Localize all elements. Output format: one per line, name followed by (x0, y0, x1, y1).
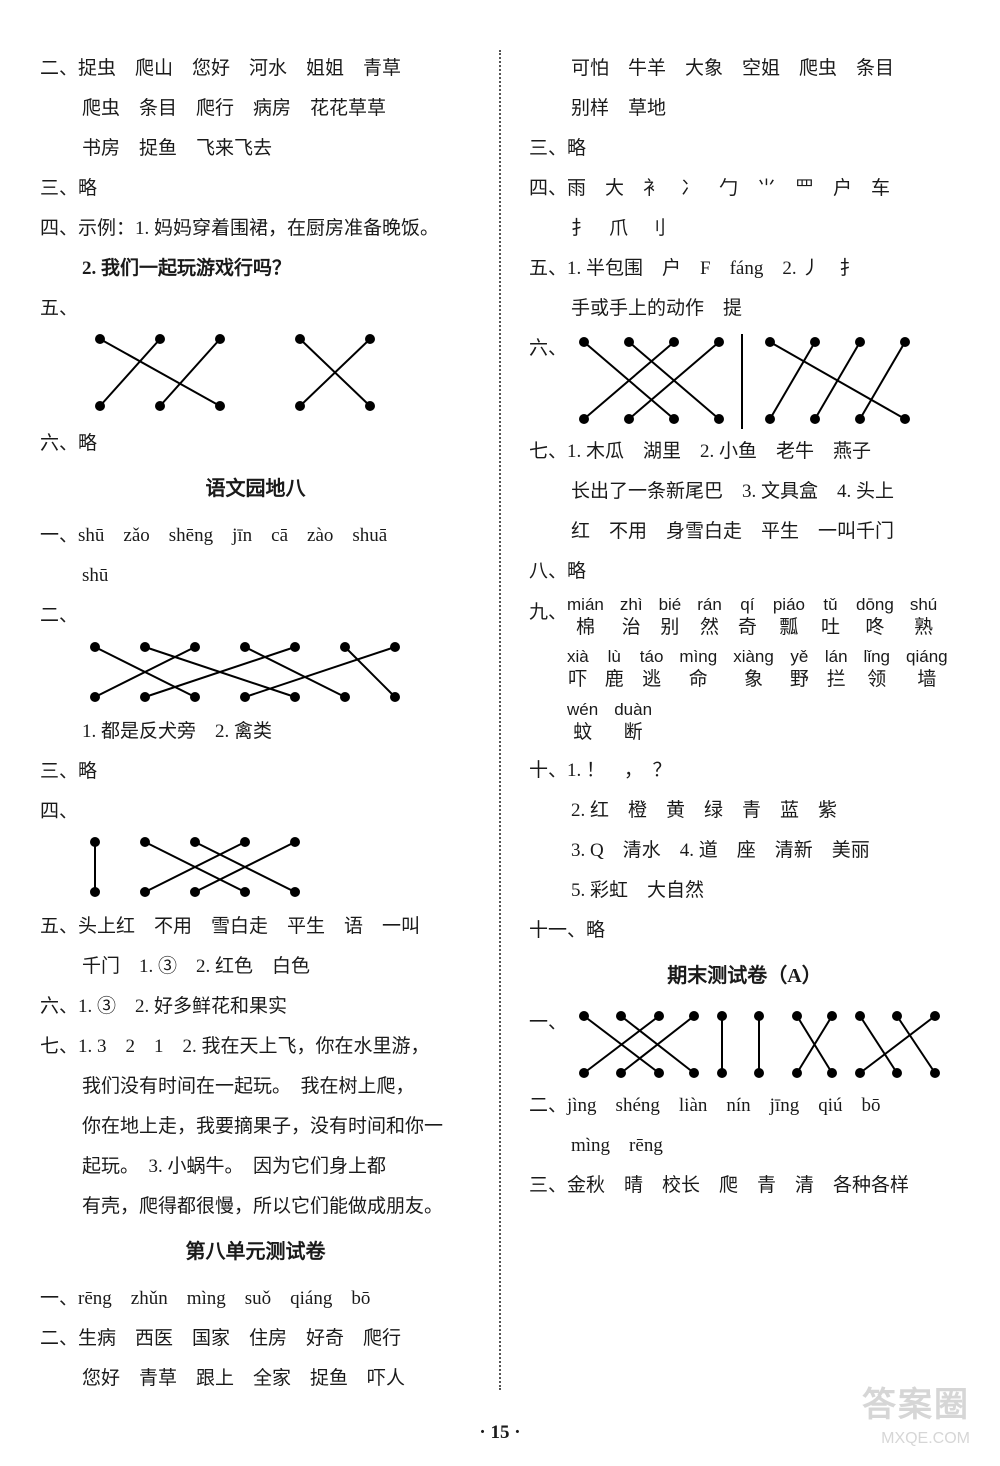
y1: 一、shū zǎo shēng jīn cā zào shuā (40, 517, 471, 554)
match-diagram-t1a (569, 1008, 699, 1083)
u2b: 您好 青草 跟上 全家 捉鱼 吓人 (40, 1360, 471, 1397)
pinyin-grid: mián棉 zhì治 bié别 rán然 qí奇 piáo瓢 tǔ吐 dōng咚 shú熟 xià… (567, 594, 960, 752)
t3: 三、金秋 晴 校长 爬 青 清 各种各样 (529, 1167, 960, 1204)
watermark-main: 答案圈 (862, 1377, 970, 1426)
l4: 四、示例：1. 妈妈穿着围裙，在厨房准备晚饭。 (40, 210, 471, 247)
match-diagram-t1c (845, 1008, 945, 1083)
pinyin-pair: tǔ吐 (821, 594, 840, 641)
l6: 六、略 (40, 425, 471, 462)
match-diagram-5 (80, 331, 400, 421)
r5b: 手或手上的动作 提 (529, 290, 960, 327)
y7d: 起玩。 3. 小蜗牛。 因为它们身上都 (40, 1148, 471, 1185)
r0b: 别样 草地 (529, 90, 960, 127)
y5b: 千门 1. ③ 2. 红色 白色 (40, 948, 471, 985)
y5: 五、头上红 不用 雪白走 平生 语 一叫 (40, 908, 471, 945)
pinyin-pair: xiàng象 (733, 646, 774, 693)
y7b: 我们没有时间在一起玩。 我在树上爬， (40, 1068, 471, 1105)
right-column: 可怕 牛羊 大象 空姐 爬虫 条目 别样 草地 三、略 四、雨 大 衤 冫 勹 … (529, 50, 960, 1390)
y2b: 1. 都是反犬旁 2. 禽类 (40, 713, 471, 750)
u2: 二、生病 西医 国家 住房 好奇 爬行 (40, 1320, 471, 1357)
r7a: 七、1. 木瓜 湖里 2. 小鱼 老牛 燕子 (529, 433, 960, 470)
pinyin-pair: yě野 (790, 646, 809, 693)
match-diagram-r6b (755, 334, 915, 429)
pinyin-pair: mìng命 (679, 646, 717, 693)
l2: 二、捉虫 爬山 您好 河水 姐姐 青草 (40, 50, 471, 87)
pinyin-pair: shú熟 (910, 594, 937, 641)
r5: 五、1. 半包围 户 F fáng 2. 丿 扌 (529, 250, 960, 287)
section-title-1: 语文园地八 (40, 470, 471, 509)
l4b: 2. 我们一起玩游戏行吗？ (40, 250, 471, 287)
r10d: 5. 彩虹 大自然 (529, 872, 960, 909)
section-title-3: 期末测试卷（A） (529, 957, 960, 996)
pinyin-pair: táo逃 (640, 646, 664, 693)
r10c: 3. Q 清水 4. 道 座 清新 美丽 (529, 832, 960, 869)
l2c: 书房 捉鱼 飞来飞去 (40, 130, 471, 167)
r6-divider (741, 334, 743, 429)
r7c: 红 不用 身雪白走 平生 一叫千门 (529, 513, 960, 550)
match-diagram-y2 (80, 639, 440, 709)
t2: 二、jìng shéng liàn nín jīng qiú bō (529, 1087, 960, 1124)
r10a: 十、1. ！ ， ？ (529, 752, 960, 789)
match-diagram-t1b (707, 1008, 837, 1083)
y1b: shū (40, 557, 471, 594)
r3: 三、略 (529, 130, 960, 167)
l2b: 爬虫 条目 爬行 病房 花花草草 (40, 90, 471, 127)
pinyin-pair: lǐng领 (864, 646, 890, 693)
t1-label: 一、 (529, 1004, 569, 1041)
l3: 三、略 (40, 170, 471, 207)
y7c: 你在地上走，我要摘果子，没有时间和你一 (40, 1108, 471, 1145)
match-diagram-y4 (80, 834, 310, 904)
left-column: 二、捉虫 爬山 您好 河水 姐姐 青草 爬虫 条目 爬行 病房 花花草草 书房 … (40, 50, 471, 1390)
watermark-sub: MXQE.COM (881, 1430, 970, 1448)
pinyin-pair: mián棉 (567, 594, 604, 641)
pinyin-pair: bié别 (659, 594, 682, 641)
pinyin-pair: wén蚊 (567, 699, 598, 746)
r0a: 可怕 牛羊 大象 空姐 爬虫 条目 (529, 50, 960, 87)
pinyin-pair: zhì治 (620, 594, 643, 641)
y3: 三、略 (40, 753, 471, 790)
pinyin-pair: piáo瓢 (773, 594, 805, 641)
y7e: 有壳，爬得都很慢，所以它们能做成朋友。 (40, 1188, 471, 1225)
l5: 五、 (40, 290, 471, 327)
pinyin-pair: duàn断 (614, 699, 652, 746)
r4b: 扌 爪 刂 (529, 210, 960, 247)
column-divider (499, 50, 501, 1390)
pinyin-pair: rán然 (697, 594, 722, 641)
u1: 一、rēng zhǔn mìng suǒ qiáng bō (40, 1280, 471, 1317)
pinyin-pair: dōng咚 (856, 594, 894, 641)
r8: 八、略 (529, 553, 960, 590)
r7b: 长出了一条新尾巴 3. 文具盒 4. 头上 (529, 473, 960, 510)
pinyin-pair: qí奇 (738, 594, 757, 641)
y2: 二、 (40, 597, 471, 634)
page-number: · 15 · (0, 1422, 1000, 1444)
y4: 四、 (40, 793, 471, 830)
r6: 六、 (529, 330, 569, 367)
section-title-2: 第八单元测试卷 (40, 1233, 471, 1272)
pinyin-pair: qiáng墙 (906, 646, 948, 693)
y7a: 七、1. 3 2 1 2. 我在天上飞，你在水里游， (40, 1028, 471, 1065)
r4: 四、雨 大 衤 冫 勹 ⺌ 罒 户 车 (529, 170, 960, 207)
match-diagram-r6a (569, 334, 729, 429)
r9-label: 九、 (529, 594, 567, 752)
t2b: mìng rēng (529, 1127, 960, 1164)
r10b: 2. 红 橙 黄 绿 青 蓝 紫 (529, 792, 960, 829)
pinyin-pair: lán拦 (825, 646, 848, 693)
y6: 六、1. ③ 2. 好多鲜花和果实 (40, 988, 471, 1025)
pinyin-pair: lù鹿 (605, 646, 624, 693)
pinyin-pair: xià吓 (567, 646, 589, 693)
r11: 十一、略 (529, 912, 960, 949)
